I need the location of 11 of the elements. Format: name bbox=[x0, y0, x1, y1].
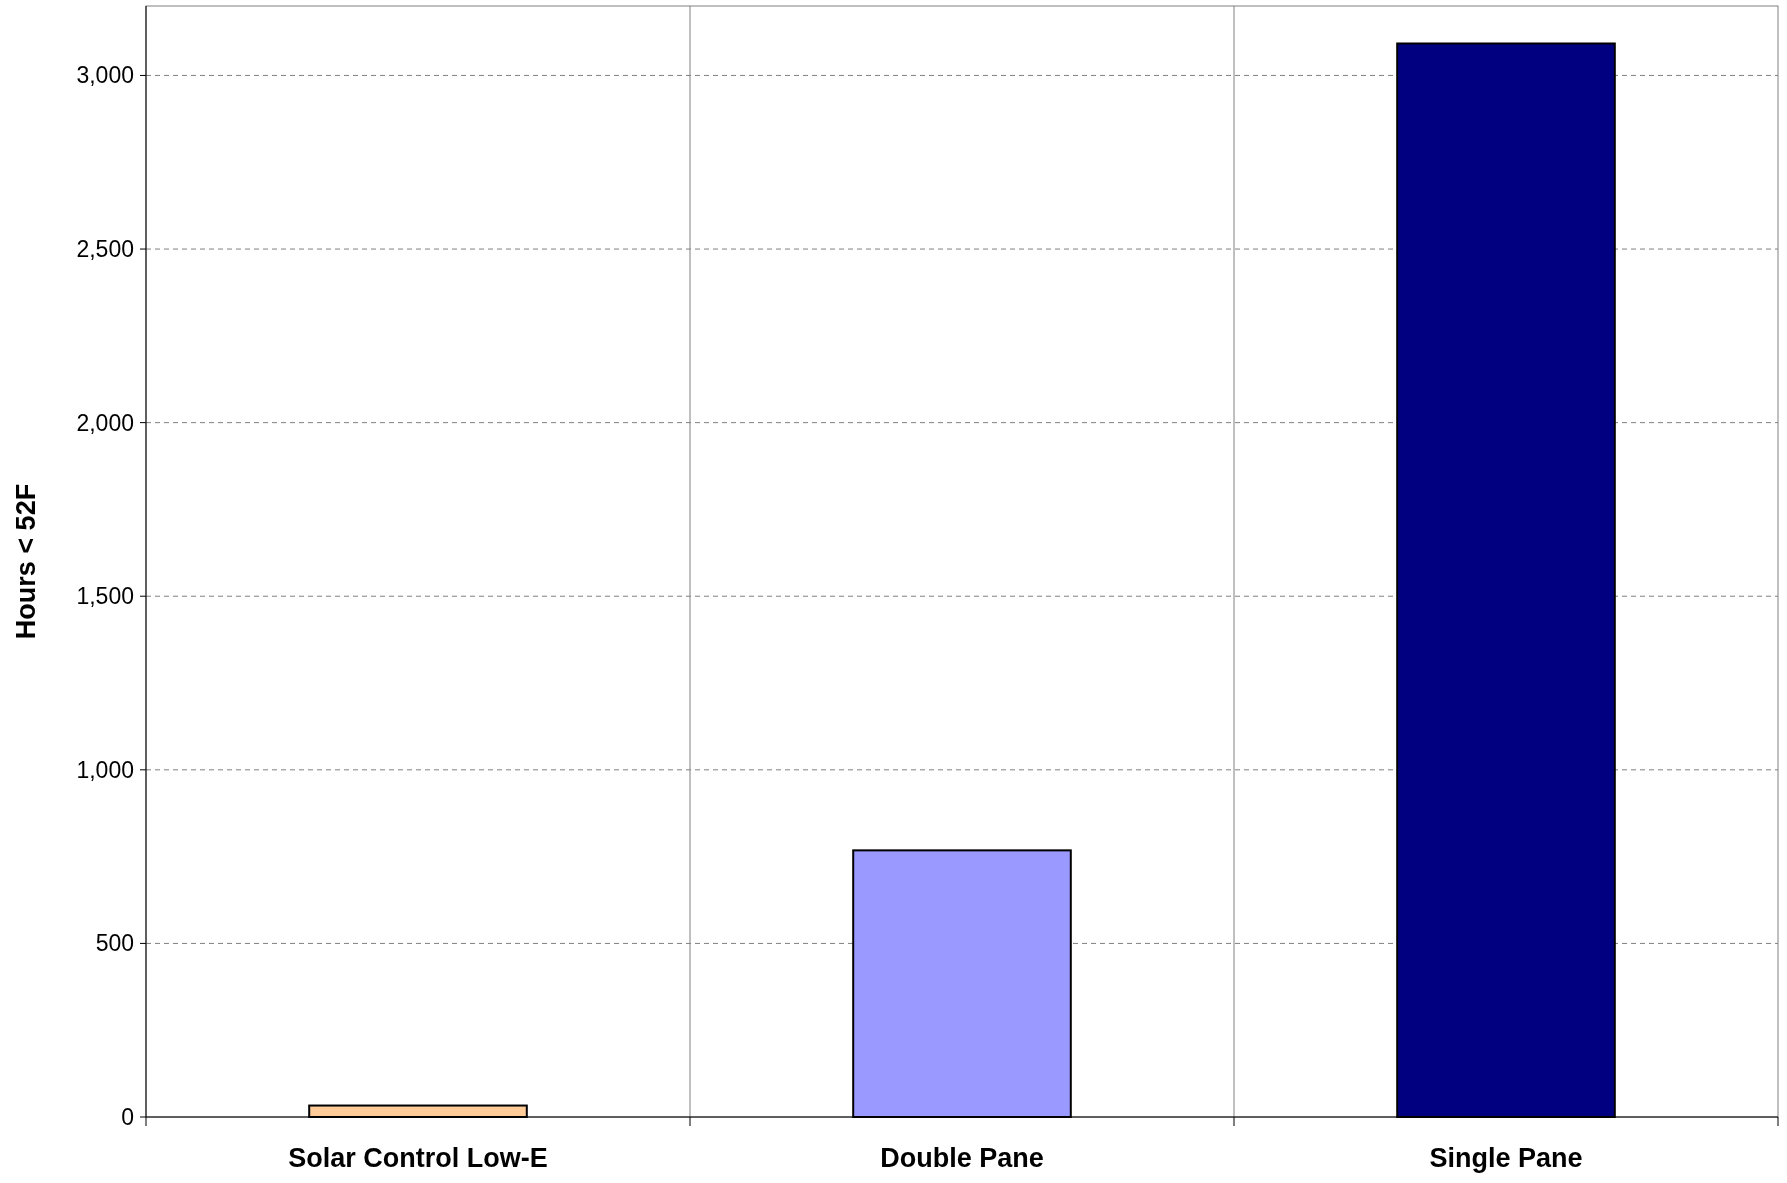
x-tick-label: Solar Control Low-E bbox=[288, 1143, 548, 1173]
y-tick-label: 0 bbox=[121, 1104, 134, 1131]
x-tick-label: Single Pane bbox=[1429, 1143, 1583, 1173]
x-tick-label: Double Pane bbox=[880, 1143, 1044, 1173]
y-tick-label: 3,000 bbox=[76, 62, 134, 89]
y-tick-label: 1,500 bbox=[76, 583, 134, 610]
y-tick-label: 500 bbox=[95, 930, 134, 957]
y-tick-label: 1,000 bbox=[76, 756, 134, 783]
y-tick-label: 2,500 bbox=[76, 236, 134, 263]
y-axis-title: Hours < 52F bbox=[11, 483, 41, 640]
y-tick-label: 2,000 bbox=[76, 409, 134, 436]
